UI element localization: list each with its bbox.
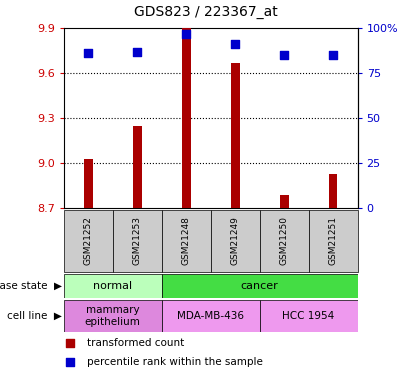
Bar xyxy=(162,210,211,272)
Point xyxy=(330,52,336,58)
Bar xyxy=(329,174,337,208)
Bar xyxy=(133,126,141,208)
Bar xyxy=(64,300,162,332)
Text: GSM21251: GSM21251 xyxy=(328,216,337,266)
Text: GSM21250: GSM21250 xyxy=(279,216,289,266)
Text: normal: normal xyxy=(93,281,132,291)
Bar xyxy=(64,274,162,298)
Bar xyxy=(260,300,358,332)
Bar xyxy=(309,210,358,272)
Text: transformed count: transformed count xyxy=(87,338,185,348)
Bar xyxy=(162,300,260,332)
Text: GSM21249: GSM21249 xyxy=(231,216,240,266)
Text: mammary
epithelium: mammary epithelium xyxy=(85,305,141,327)
Point xyxy=(232,41,238,47)
Point xyxy=(134,48,141,54)
Text: cell line  ▶: cell line ▶ xyxy=(7,311,62,321)
Bar xyxy=(113,210,162,272)
Bar xyxy=(280,195,289,208)
Text: GSM21253: GSM21253 xyxy=(133,216,142,266)
Text: percentile rank within the sample: percentile rank within the sample xyxy=(87,357,263,367)
Point xyxy=(281,52,287,58)
Point xyxy=(183,30,189,36)
Text: GSM21252: GSM21252 xyxy=(84,216,93,266)
Text: cancer: cancer xyxy=(241,281,279,291)
Text: MDA-MB-436: MDA-MB-436 xyxy=(177,311,244,321)
Point xyxy=(261,264,268,270)
Point xyxy=(85,50,92,56)
Bar xyxy=(182,28,191,208)
Bar xyxy=(260,210,309,272)
Text: GDS823 / 223367_at: GDS823 / 223367_at xyxy=(134,5,277,19)
Text: GSM21248: GSM21248 xyxy=(182,216,191,266)
Bar xyxy=(162,274,358,298)
Bar xyxy=(211,210,260,272)
Text: HCC 1954: HCC 1954 xyxy=(282,311,335,321)
Text: disease state  ▶: disease state ▶ xyxy=(0,281,62,291)
Bar xyxy=(64,210,113,272)
Bar xyxy=(231,63,240,208)
Point xyxy=(261,94,268,100)
Bar xyxy=(84,159,92,208)
